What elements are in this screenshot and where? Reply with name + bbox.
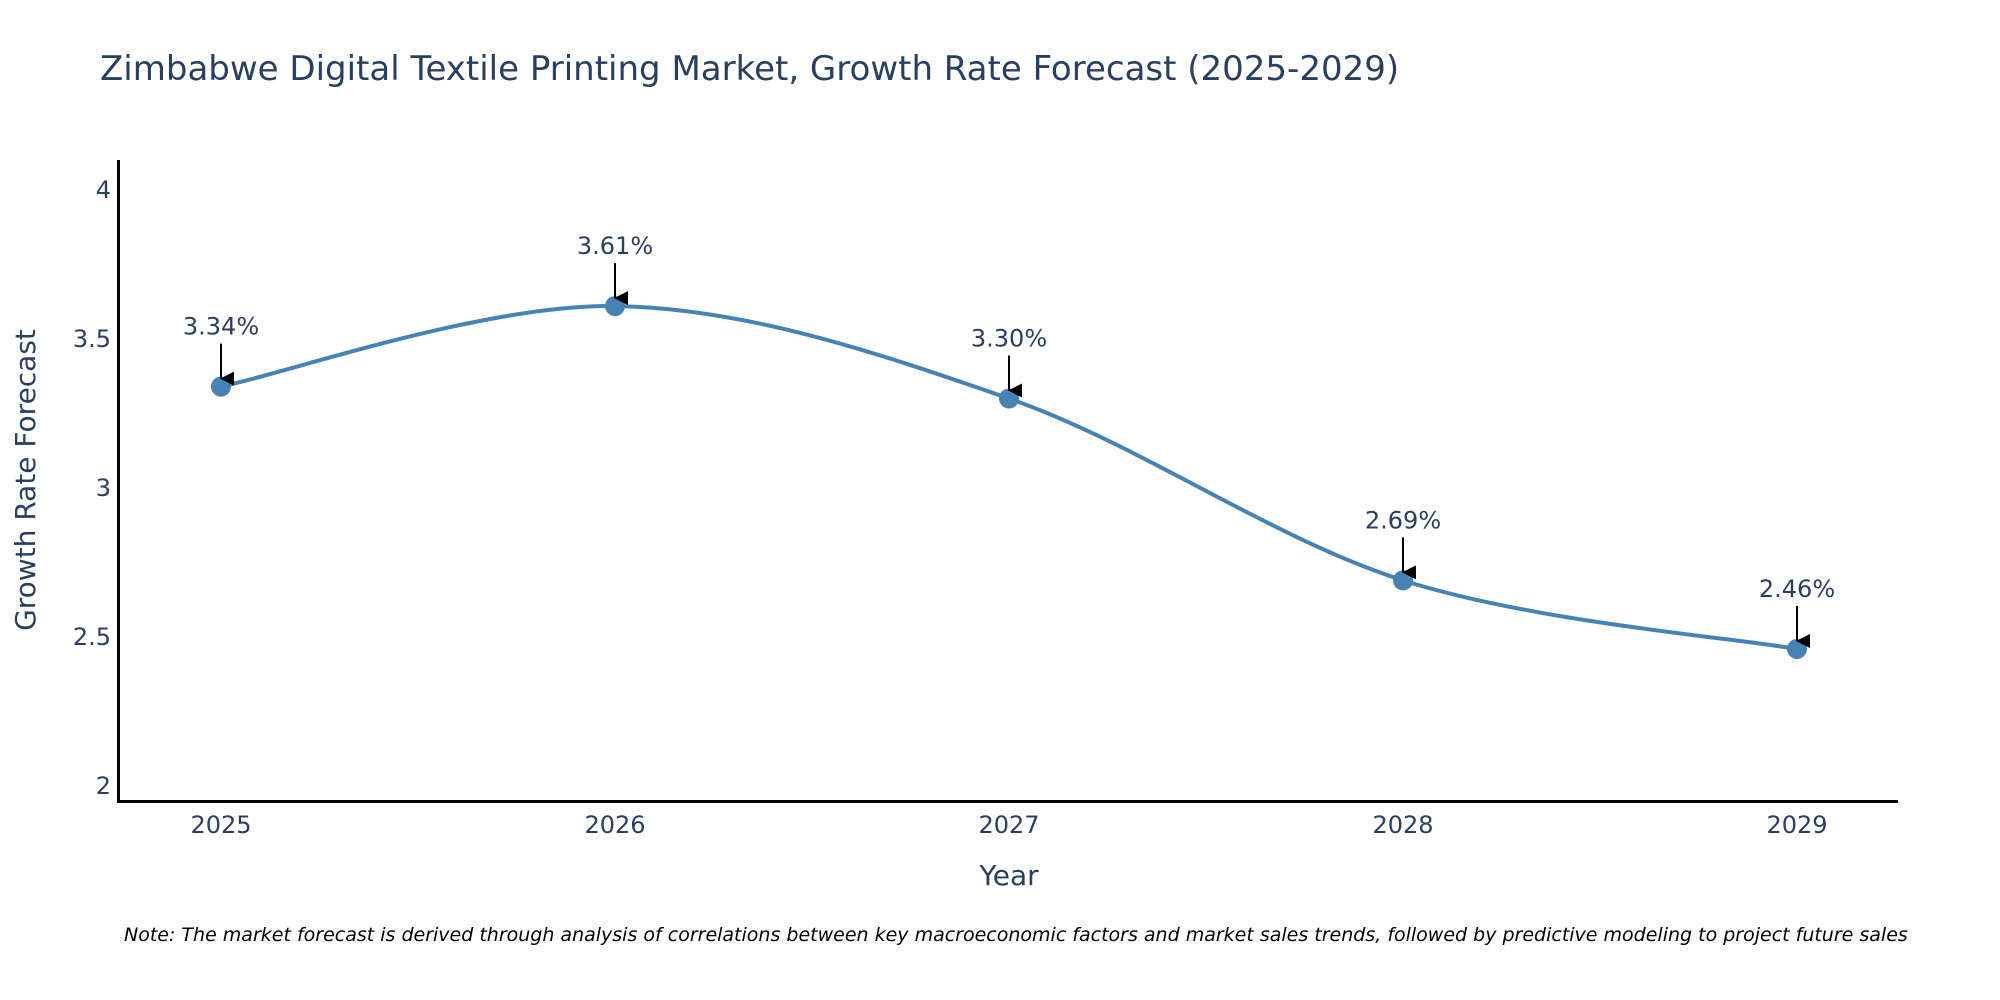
y-axis-ticks: 2 2.5 3 3.5 4 (73, 176, 111, 800)
y-tick-label: 2 (96, 772, 111, 800)
y-tick-label: 3.5 (73, 325, 111, 353)
chart-title: Zimbabwe Digital Textile Printing Market… (100, 49, 1399, 89)
x-axis-title: Year (978, 859, 1039, 892)
plot-area: 3.34% 3.61% 3.30% 2.69% 2.46% (183, 232, 1835, 659)
data-point (999, 388, 1019, 409)
x-tick-label: 2029 (1766, 811, 1827, 839)
y-tick-label: 4 (96, 176, 111, 204)
data-label: 3.34% (183, 313, 259, 341)
data-label: 3.30% (971, 325, 1047, 353)
y-axis-title: Growth Rate Forecast (9, 329, 42, 631)
footnote: Note: The market forecast is derived thr… (124, 924, 1908, 946)
data-label: 3.61% (577, 232, 653, 260)
x-tick-label: 2026 (584, 811, 645, 839)
y-tick-label: 3 (96, 474, 111, 502)
axes (117, 160, 1898, 803)
x-tick-label: 2028 (1372, 811, 1433, 839)
data-label: 2.69% (1365, 506, 1441, 534)
data-point (1393, 570, 1413, 591)
data-point (605, 296, 625, 317)
x-axis-ticks: 2025 2026 2027 2028 2029 (190, 811, 1827, 839)
y-tick-label: 2.5 (73, 623, 111, 651)
data-label: 2.46% (1759, 575, 1835, 603)
data-point (211, 376, 231, 397)
x-tick-label: 2025 (190, 811, 251, 839)
data-point (1787, 638, 1807, 659)
x-tick-label: 2027 (978, 811, 1039, 839)
